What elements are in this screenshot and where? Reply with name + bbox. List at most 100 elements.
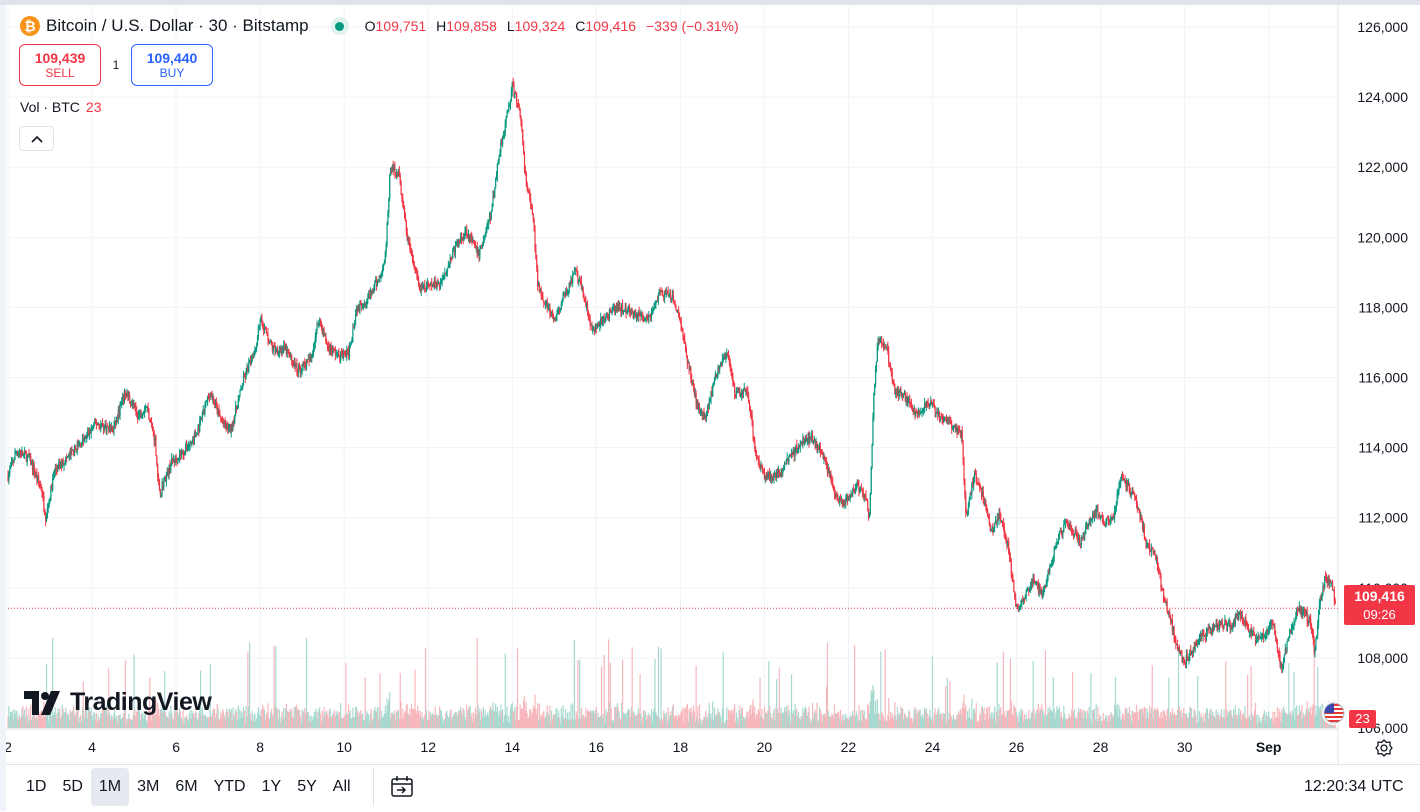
tradingview-logo[interactable]: TradingView bbox=[24, 688, 212, 717]
volume-bar bbox=[120, 719, 122, 728]
market-open-icon[interactable] bbox=[330, 17, 349, 35]
volume-bar bbox=[495, 703, 497, 728]
range-ytd[interactable]: YTD bbox=[213, 778, 246, 795]
volume-bar bbox=[1016, 716, 1019, 728]
gear-icon[interactable] bbox=[1374, 738, 1394, 758]
volume-bar bbox=[456, 715, 458, 728]
range-1y[interactable]: 1Y bbox=[261, 778, 282, 795]
order-quantity[interactable]: 1 bbox=[112, 58, 120, 72]
candle-body bbox=[131, 402, 133, 405]
volume-bar bbox=[1084, 710, 1086, 728]
volume-bar bbox=[714, 715, 716, 728]
symbol-title[interactable]: Bitcoin / U.S. Dollar · 30 · Bitstamp bbox=[46, 16, 309, 35]
utc-clock[interactable]: 12:20:34 UTC bbox=[1304, 778, 1404, 795]
range-1d[interactable]: 1D bbox=[26, 778, 47, 795]
open-label: O bbox=[364, 18, 376, 34]
buy-button[interactable]: 109,440 BUY bbox=[131, 44, 213, 86]
volume-bar bbox=[614, 706, 616, 728]
candle-body bbox=[319, 318, 322, 324]
volume-bar bbox=[537, 703, 539, 728]
volume-bar bbox=[1043, 716, 1046, 728]
volume-bar bbox=[1209, 709, 1211, 728]
candle-body bbox=[843, 500, 845, 506]
volume-bar bbox=[46, 709, 48, 728]
candle-body bbox=[387, 212, 389, 225]
candle-body bbox=[397, 170, 400, 177]
us-flag-icon[interactable] bbox=[1322, 701, 1346, 725]
candle-body bbox=[699, 406, 701, 413]
volume-bar bbox=[82, 681, 84, 728]
volume-bar bbox=[1135, 704, 1138, 728]
candle-body bbox=[509, 99, 512, 106]
range-all[interactable]: All bbox=[332, 778, 351, 795]
volume-bar bbox=[991, 712, 993, 728]
candle-body bbox=[558, 308, 560, 311]
candle-body bbox=[316, 324, 318, 330]
candle-body bbox=[528, 192, 530, 194]
volume-bar bbox=[1032, 660, 1034, 728]
candle-body bbox=[165, 474, 168, 482]
candle-body bbox=[831, 480, 833, 482]
range-1m[interactable]: 1M bbox=[90, 768, 130, 806]
candle-body bbox=[1153, 550, 1155, 553]
volume-bar bbox=[73, 714, 76, 728]
candle-body bbox=[910, 404, 913, 407]
volume-bar bbox=[964, 708, 966, 728]
volume-bar bbox=[410, 715, 412, 728]
sell-button[interactable]: 109,439 SELL bbox=[19, 44, 101, 86]
volume-bar bbox=[924, 707, 926, 728]
volume-bar bbox=[826, 643, 829, 728]
range-5d[interactable]: 5D bbox=[62, 778, 83, 795]
candle-body bbox=[687, 362, 689, 364]
volume-bar bbox=[211, 717, 213, 728]
range-6m[interactable]: 6M bbox=[175, 778, 198, 795]
candle-body bbox=[579, 280, 581, 282]
volume-bar bbox=[1026, 719, 1028, 728]
candle-body bbox=[1158, 571, 1160, 573]
volume-bar bbox=[824, 713, 826, 728]
volume-bar bbox=[825, 715, 827, 728]
candle-body bbox=[228, 426, 230, 430]
candle-body bbox=[394, 167, 396, 175]
volume-bar bbox=[289, 709, 291, 728]
candle-body bbox=[937, 412, 939, 415]
range-3m[interactable]: 3M bbox=[137, 778, 160, 795]
candle-body bbox=[89, 429, 91, 434]
volume-bar bbox=[1221, 717, 1223, 728]
candle-body bbox=[164, 476, 166, 481]
candle-body bbox=[708, 401, 710, 410]
candle-body bbox=[1197, 642, 1199, 644]
volume-bar bbox=[638, 712, 640, 728]
candle-body bbox=[812, 440, 815, 444]
volume-bar bbox=[116, 723, 119, 728]
volume-bar bbox=[595, 706, 597, 728]
range-5y[interactable]: 5Y bbox=[297, 778, 317, 795]
candle-body bbox=[21, 451, 23, 457]
volume-bar bbox=[664, 716, 667, 728]
candle-body bbox=[670, 298, 673, 300]
volume-bar bbox=[881, 713, 884, 728]
candle-body bbox=[944, 418, 946, 420]
volume-bar bbox=[273, 645, 275, 728]
collapse-legend-button[interactable] bbox=[19, 126, 54, 151]
go-to-date-button[interactable] bbox=[372, 768, 422, 806]
candle-body bbox=[115, 417, 118, 425]
volume-bar bbox=[509, 722, 511, 728]
candle-body bbox=[274, 347, 276, 353]
volume-bar bbox=[410, 704, 413, 728]
candle-body bbox=[1225, 619, 1227, 623]
volume-bar bbox=[962, 702, 964, 728]
candle-body bbox=[920, 411, 922, 413]
price-axis[interactable]: 106,000108,000110,000112,000114,000116,0… bbox=[1357, 19, 1408, 736]
candle-body bbox=[896, 388, 899, 394]
volume-legend[interactable]: Vol · BTC 23 bbox=[20, 99, 101, 115]
volume-bar bbox=[998, 703, 1000, 728]
time-axis[interactable]: 2 4 6 8 10 12 14 16 18 20 22 24 26 28 30 Sep bbox=[4, 739, 1281, 755]
volume-bar bbox=[817, 719, 819, 728]
volume-bar bbox=[327, 717, 330, 728]
candle-body bbox=[854, 488, 857, 491]
volume-bar bbox=[724, 721, 726, 728]
volume-bar bbox=[492, 702, 494, 728]
volume-bar bbox=[928, 715, 930, 728]
